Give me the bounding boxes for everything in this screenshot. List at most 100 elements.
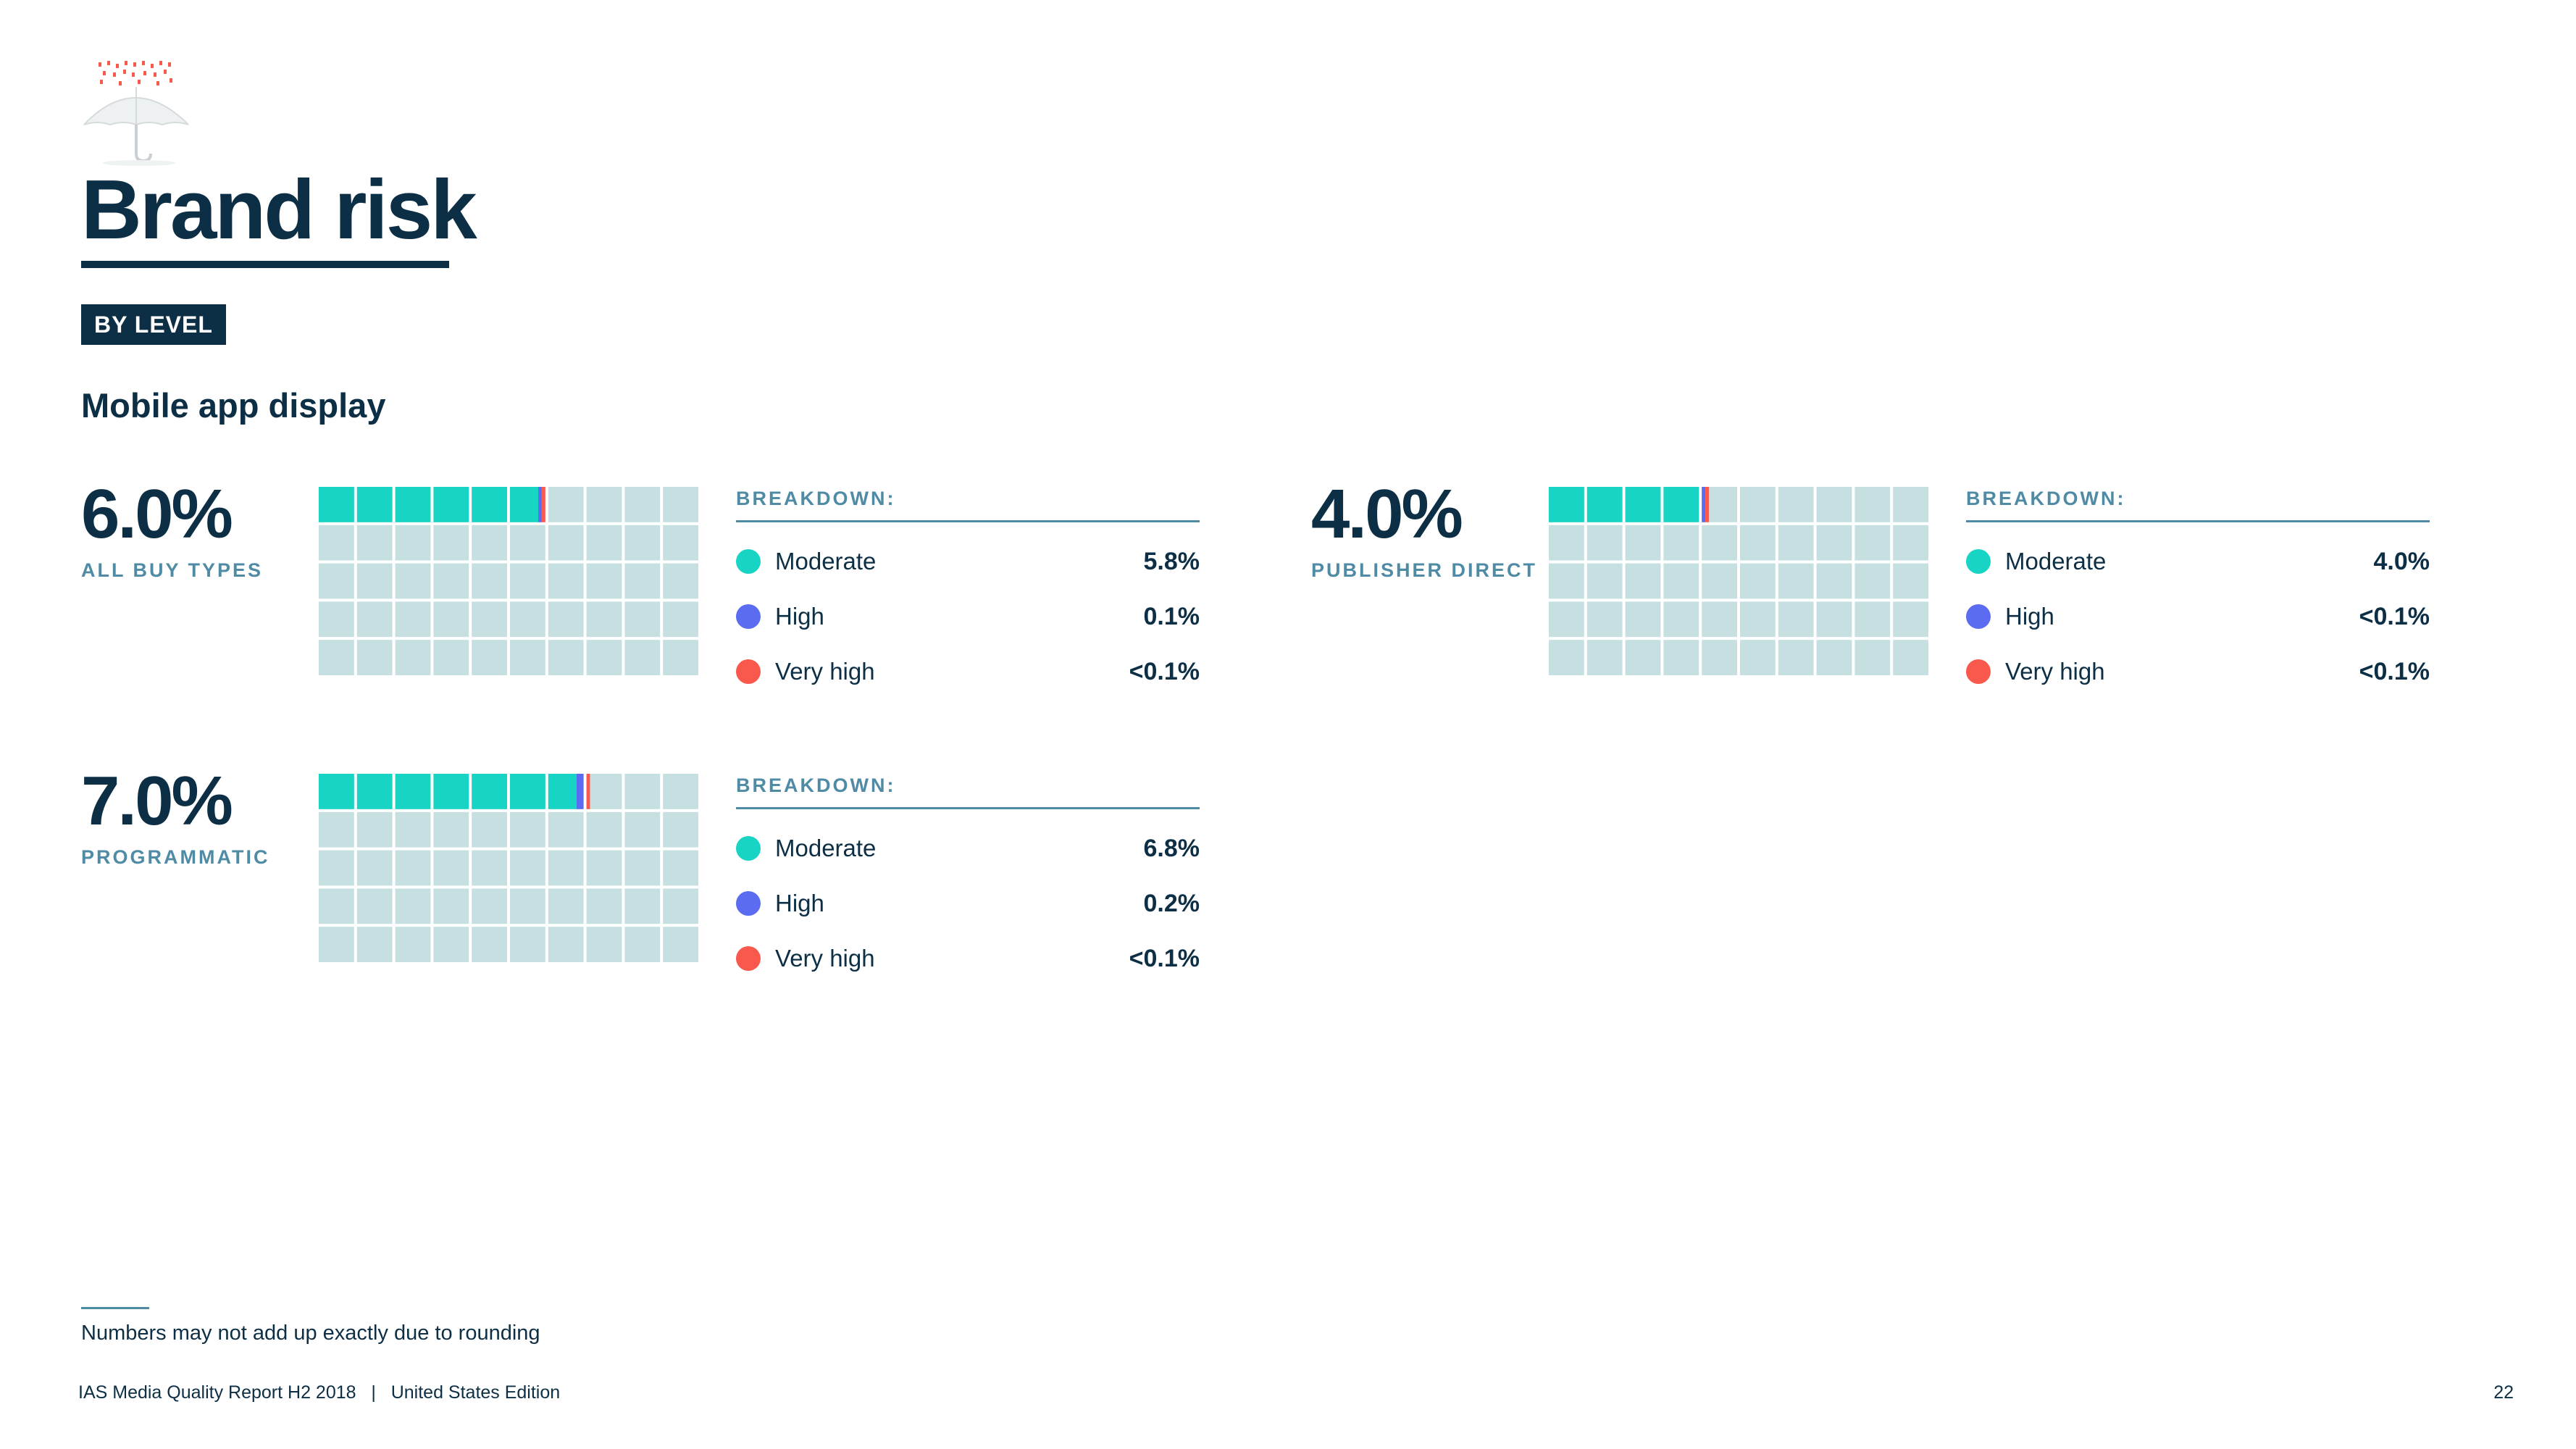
- waffle-cell: [1778, 487, 1814, 522]
- waffle-cell: [395, 525, 431, 561]
- waffle-cell: [663, 888, 698, 924]
- waffle-cell: [1854, 563, 1891, 599]
- waffle-cell: [548, 927, 584, 962]
- waffle-cell: [1740, 601, 1776, 638]
- waffle-cell: [433, 850, 469, 886]
- breakdown-row-moderate: Moderate 4.0%: [1966, 534, 2430, 589]
- breakdown-title: BREAKDOWN:: [1966, 488, 2126, 509]
- waffle-cell: [472, 888, 507, 924]
- waffle-cell: [1778, 525, 1814, 561]
- waffle-cell: [395, 601, 431, 638]
- footnote-rule: [81, 1307, 149, 1309]
- footnote: Numbers may not add up exactly due to ro…: [81, 1321, 540, 1345]
- waffle-cell: [663, 487, 698, 522]
- waffle-cell: [586, 640, 622, 675]
- waffle-cell: [433, 640, 469, 675]
- page-number: 22: [2493, 1382, 2514, 1403]
- waffle-cell: [663, 774, 698, 809]
- waffle-cell: [663, 525, 698, 561]
- waffle-fill-moderate: [1586, 487, 1623, 522]
- breakdown-label: Very high: [775, 945, 875, 972]
- waffle-cell: [1816, 525, 1852, 561]
- breakdown-row-very-high: Very high <0.1%: [736, 644, 1200, 699]
- breakdown-panel: BREAKDOWN: Moderate 6.8% High 0.2% Very …: [736, 767, 1200, 986]
- very-high-dot-icon: [1966, 659, 1991, 684]
- breakdown-value: 0.2%: [1143, 889, 1200, 917]
- breakdown-label: High: [775, 603, 824, 630]
- breakdown-title: BREAKDOWN:: [736, 774, 896, 796]
- breakdown-row-high: High 0.1%: [736, 589, 1200, 644]
- waffle-cell: [319, 811, 354, 848]
- chart-block-all-buy-types: 6.0% ALL BUY TYPES BREAKDOWN: Moderate 5…: [81, 480, 1240, 726]
- total-value: 7.0%: [81, 762, 233, 840]
- waffle-cell: [1549, 525, 1584, 561]
- waffle-fill-moderate: [319, 774, 354, 809]
- waffle-cell: [395, 888, 431, 924]
- waffle-cell: [624, 640, 661, 675]
- waffle-fill-moderate: [395, 774, 431, 809]
- total-value: 4.0%: [1311, 475, 1463, 553]
- waffle-cell: [433, 601, 469, 638]
- breakdown-row-high: High 0.2%: [736, 876, 1200, 931]
- waffle-cell: [1586, 525, 1623, 561]
- waffle-cell: [472, 601, 507, 638]
- waffle-cell: [319, 525, 354, 561]
- waffle-fill-moderate: [510, 774, 545, 809]
- breakdown-row-very-high: Very high <0.1%: [1966, 644, 2430, 699]
- waffle-cell: [624, 927, 661, 962]
- waffle-cell: [1702, 640, 1737, 675]
- waffle-cell: [319, 640, 354, 675]
- waffle-cell: [624, 563, 661, 599]
- waffle-cell: [586, 927, 622, 962]
- waffle-cell: [624, 525, 661, 561]
- breakdown-rule: [736, 520, 1200, 522]
- waffle-cell: [510, 525, 545, 561]
- waffle-cell: [356, 640, 393, 675]
- umbrella-rain-icon: [83, 61, 189, 166]
- waffle-fill-moderate: [356, 774, 393, 809]
- waffle-cell: [663, 601, 698, 638]
- chart-block-programmatic: 7.0% PROGRAMMATIC BREAKDOWN: Moderate 6.…: [81, 767, 1240, 1013]
- waffle-cell: [1740, 563, 1776, 599]
- waffle-cell: [472, 811, 507, 848]
- waffle-cell: [510, 888, 545, 924]
- waffle-cell: [1816, 640, 1852, 675]
- waffle-cell: [510, 563, 545, 599]
- waffle-fill-moderate: [433, 774, 469, 809]
- waffle-cell: [395, 927, 431, 962]
- waffle-cell: [548, 525, 584, 561]
- high-dot-icon: [736, 891, 761, 916]
- waffle-cell: [1854, 640, 1891, 675]
- waffle-cell: [1778, 601, 1814, 638]
- waffle-cell: [433, 927, 469, 962]
- waffle-cell: [1586, 640, 1623, 675]
- level-badge: BY LEVEL: [81, 304, 226, 345]
- breakdown-value: 0.1%: [1143, 602, 1200, 630]
- waffle-cell: [548, 811, 584, 848]
- waffle-cell: [1663, 601, 1699, 638]
- section-subtitle: Mobile app display: [81, 386, 386, 425]
- waffle-cell: [1663, 640, 1699, 675]
- waffle-cell: [1549, 601, 1584, 638]
- waffle-cell: [472, 563, 507, 599]
- buy-type-label: PROGRAMMATIC: [81, 846, 270, 868]
- waffle-fill-moderate: [510, 487, 539, 522]
- high-dot-icon: [1966, 604, 1991, 629]
- waffle-cell: [395, 811, 431, 848]
- waffle-cell: [624, 601, 661, 638]
- waffle-cell: [624, 888, 661, 924]
- waffle-cell: [1702, 563, 1737, 599]
- waffle-cell: [319, 563, 354, 599]
- waffle-cell: [586, 774, 622, 809]
- waffle-cell: [1816, 563, 1852, 599]
- waffle-cell: [1893, 487, 1928, 522]
- waffle-cell: [586, 563, 622, 599]
- waffle-cell: [548, 640, 584, 675]
- waffle-cell: [472, 525, 507, 561]
- very-high-dot-icon: [736, 659, 761, 684]
- waffle-cell: [1549, 640, 1584, 675]
- waffle-cell: [548, 487, 584, 522]
- waffle-cell: [472, 927, 507, 962]
- waffle-cell: [1663, 563, 1699, 599]
